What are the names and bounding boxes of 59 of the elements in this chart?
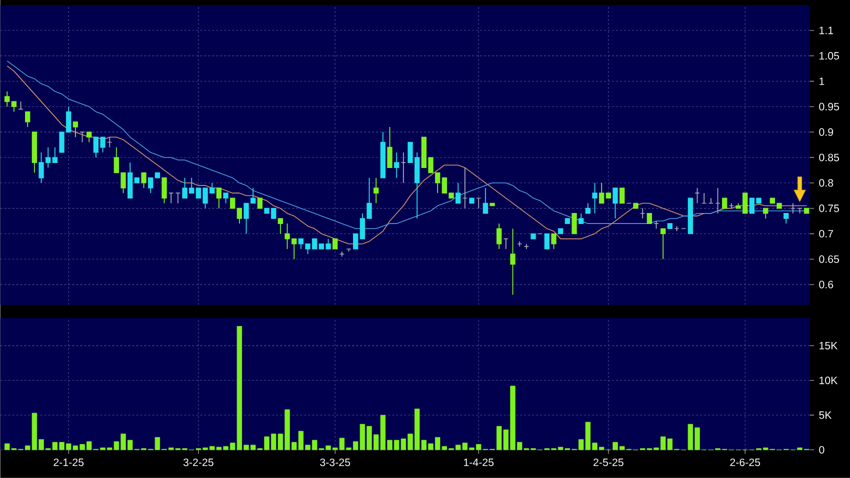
candlestick bbox=[257, 198, 263, 209]
candlestick bbox=[72, 122, 78, 138]
candlestick bbox=[216, 188, 222, 209]
candlestick bbox=[86, 132, 92, 143]
y-tick-label: 1.1 bbox=[820, 26, 834, 34]
y-tick-label: 0.8 bbox=[819, 179, 834, 187]
candlestick bbox=[551, 233, 556, 250]
candlestick bbox=[763, 208, 768, 220]
candlestick bbox=[148, 177, 154, 194]
candlestick bbox=[496, 223, 502, 250]
candlestick bbox=[353, 233, 358, 250]
x-tick-label: 2-6-25 bbox=[730, 458, 760, 466]
candlestick bbox=[52, 146, 58, 164]
x-tick-label: 3-2-25 bbox=[183, 458, 214, 466]
y-tick-label: 0.6 bbox=[819, 280, 834, 288]
y-tick-label: 0.65 bbox=[819, 255, 840, 263]
candlestick bbox=[646, 213, 652, 224]
y-tick-label: 1 bbox=[820, 78, 824, 85]
candlestick bbox=[599, 182, 604, 204]
candlestick bbox=[620, 188, 625, 204]
x-tick-label: 2-1-25 bbox=[54, 458, 84, 466]
candlestick bbox=[578, 213, 584, 224]
candlestick bbox=[223, 192, 228, 204]
candlestick bbox=[374, 177, 379, 204]
x-tick-label: 1-4-25 bbox=[464, 458, 494, 466]
candlestick bbox=[236, 208, 242, 224]
candlestick bbox=[4, 91, 10, 108]
candlestick bbox=[456, 182, 461, 204]
candlestick bbox=[572, 213, 577, 234]
candlestick bbox=[510, 228, 516, 296]
y-tick-label: 0.7 bbox=[819, 230, 834, 238]
y-tick-label: 0.9 bbox=[819, 128, 834, 136]
y-tick-label: 1.05 bbox=[820, 52, 840, 60]
y-tick-label: 0.75 bbox=[819, 204, 840, 212]
candlestick bbox=[387, 126, 392, 168]
candlestick bbox=[394, 152, 400, 178]
y-tick-label: 0.85 bbox=[819, 154, 840, 162]
candlestick bbox=[612, 188, 618, 220]
candlestick bbox=[278, 218, 284, 234]
candlestick bbox=[162, 177, 167, 204]
y-tick-label: 15K bbox=[820, 342, 838, 350]
candlestick bbox=[660, 228, 666, 260]
y-tick-label: 0.95 bbox=[819, 102, 840, 111]
candlestick bbox=[585, 202, 591, 214]
candlestick bbox=[11, 101, 17, 112]
candlestick bbox=[230, 198, 236, 209]
candlestick bbox=[25, 111, 30, 128]
candlestick bbox=[141, 172, 146, 189]
candlestick bbox=[332, 238, 338, 250]
candlestick bbox=[784, 213, 789, 224]
candlestick bbox=[722, 198, 728, 209]
candlestick bbox=[592, 182, 598, 214]
y-tick-label: 5K bbox=[819, 411, 832, 419]
y-tick-label: 0 bbox=[819, 446, 824, 454]
candlestick bbox=[482, 188, 488, 214]
y-tick-label: 10K bbox=[820, 376, 838, 384]
candlestick bbox=[544, 233, 550, 250]
x-tick-label: 3-3-25 bbox=[320, 458, 350, 466]
x-tick-label: 2-5-25 bbox=[594, 458, 624, 466]
